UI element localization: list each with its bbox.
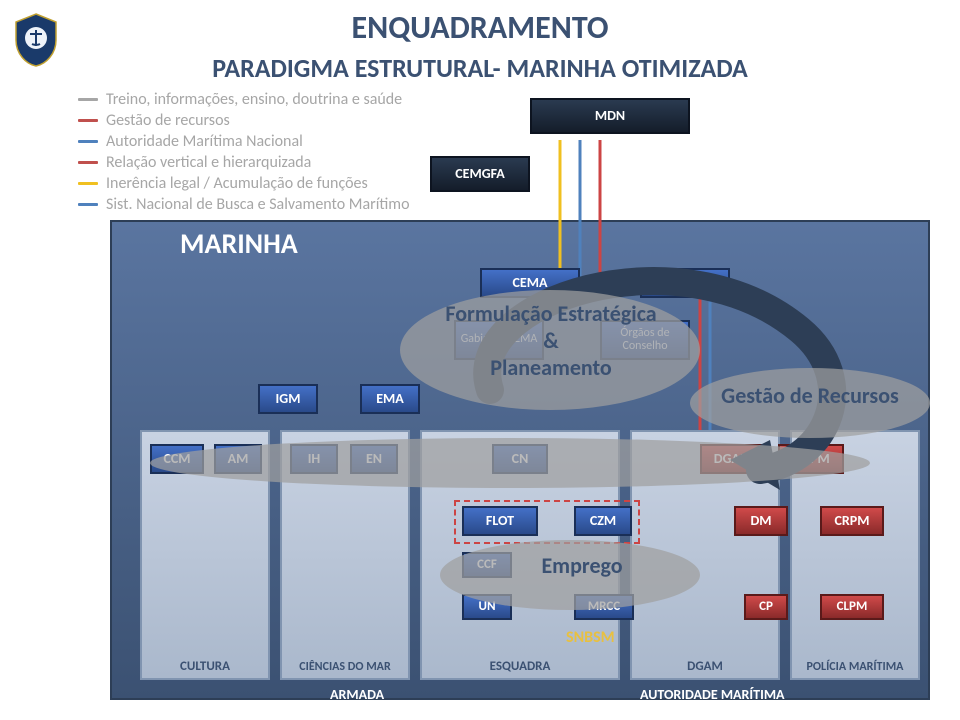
legend-marker — [78, 161, 98, 164]
box-igm: IGM — [258, 384, 318, 414]
col-label: CIÊNCIAS DO MAR — [282, 661, 408, 674]
footer-autoridade: AUTORIDADE MARÍTIMA — [640, 686, 785, 716]
legend-marker — [78, 203, 98, 206]
col-label: CULTURA — [142, 659, 268, 674]
col-label: DGAM — [632, 659, 778, 674]
box-flot: FLOT — [462, 506, 538, 536]
footer-armada: ARMADA — [330, 686, 384, 716]
legend-marker — [78, 119, 98, 122]
legend-text: Treino, informações, ensino, doutrina e … — [106, 90, 402, 109]
legend-marker — [78, 98, 98, 101]
ellipse-formulacao — [400, 290, 700, 410]
marinha-label: MARINHA — [180, 226, 298, 261]
legend-text: Inerência legal / Acumulação de funções — [106, 174, 368, 193]
legend-text: Sist. Nacional de Busca e Salvamento Mar… — [106, 195, 410, 214]
col-label: ESQUADRA — [422, 659, 618, 674]
ellipse-row2 — [150, 438, 870, 488]
box-czm: CZM — [574, 506, 632, 536]
box-mdn: MDN — [530, 98, 690, 134]
page-title: ENQUADRAMENTO — [0, 8, 960, 47]
legend-list: Treino, informações, ensino, doutrina e … — [78, 90, 410, 216]
ellipse-emprego — [440, 540, 700, 610]
snbsm-label: SNBSM — [566, 628, 615, 647]
legend-text: Gestão de recursos — [106, 111, 230, 130]
legend-text: Autoridade Marítima Nacional — [106, 132, 303, 151]
legend-marker — [78, 182, 98, 185]
box-amn: AMN — [640, 268, 730, 298]
box-cemgfa: CEMGFA — [430, 156, 530, 192]
page-subtitle: PARADIGMA ESTRUTURAL- MARINHA OTIMIZADA — [0, 52, 960, 84]
col-label: POLÍCIA MARÍTIMA — [792, 661, 918, 674]
box-ema: EMA — [360, 384, 420, 414]
legend-marker — [78, 140, 98, 143]
box-cp: CP — [744, 594, 788, 620]
box-dm: DM — [734, 506, 788, 536]
legend-text: Relação vertical e hierarquizada — [106, 153, 311, 172]
box-crpm: CRPM — [820, 506, 884, 536]
box-clpm: CLPM — [820, 594, 884, 620]
ellipse-gestao — [690, 368, 930, 438]
